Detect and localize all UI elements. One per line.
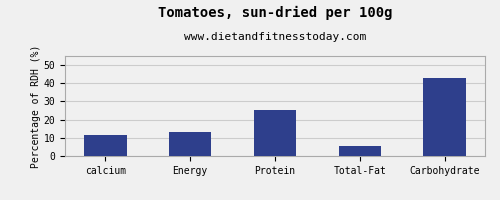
Bar: [424, 78, 466, 156]
Y-axis label: Percentage of RDH (%): Percentage of RDH (%): [30, 44, 41, 168]
Text: www.dietandfitnesstoday.com: www.dietandfitnesstoday.com: [184, 32, 366, 42]
Text: Tomatoes, sun-dried per 100g: Tomatoes, sun-dried per 100g: [158, 6, 392, 20]
Bar: [338, 146, 381, 156]
Bar: [169, 132, 212, 156]
Bar: [84, 135, 126, 156]
Bar: [254, 110, 296, 156]
